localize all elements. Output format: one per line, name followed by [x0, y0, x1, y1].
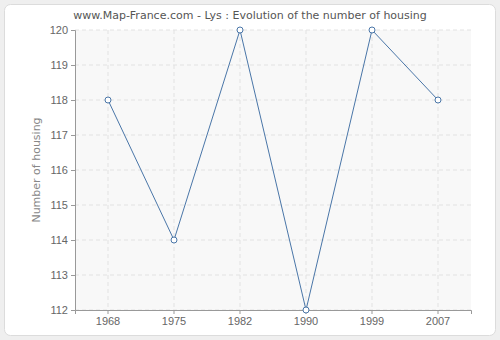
- tick-mark: [108, 310, 109, 314]
- marker: [105, 97, 111, 103]
- tick-label: 1990: [294, 315, 318, 327]
- tick-mark: [71, 240, 75, 241]
- grid-line: [372, 30, 373, 310]
- grid-line: [438, 30, 439, 310]
- y-tick: 117: [50, 129, 75, 141]
- tick-label: 1982: [228, 315, 252, 327]
- tick-label: 2007: [426, 315, 450, 327]
- y-tick: 114: [50, 234, 75, 246]
- y-tick: 119: [50, 59, 75, 71]
- y-tick: 115: [50, 199, 75, 211]
- marker: [171, 237, 177, 243]
- x-tick: 1975: [162, 310, 186, 327]
- tick-label: 114: [50, 234, 68, 246]
- grid-line: [174, 30, 175, 310]
- y-tick: 120: [50, 24, 75, 36]
- tick-mark: [240, 310, 241, 314]
- marker: [237, 27, 243, 33]
- grid-line: [75, 30, 471, 31]
- tick-mark: [71, 170, 75, 171]
- tick-label: 113: [50, 269, 68, 281]
- y-tick: 113: [50, 269, 75, 281]
- marker: [435, 97, 441, 103]
- x-tick: 1968: [96, 310, 120, 327]
- x-tick: 1999: [360, 310, 384, 327]
- tick-mark: [71, 135, 75, 136]
- y-tick: 112: [50, 304, 75, 316]
- tick-label: 1999: [360, 315, 384, 327]
- axis-line: [71, 31, 76, 311]
- tick-label: 119: [50, 59, 68, 71]
- tick-label: 115: [50, 199, 68, 211]
- tick-mark: [71, 30, 75, 31]
- grid-line: [240, 30, 241, 310]
- marker: [369, 27, 375, 33]
- grid-line: [75, 100, 471, 101]
- tick-label: 1968: [96, 315, 120, 327]
- grid: [75, 30, 471, 310]
- x-axis: 1968 1975 1982 1990 1999 2007: [76, 310, 472, 327]
- tick-label: 112: [50, 304, 68, 316]
- grid-line: [75, 205, 471, 206]
- tick-mark: [71, 100, 75, 101]
- tick-mark: [71, 65, 75, 66]
- tick-label: 120: [50, 24, 68, 36]
- grid-line: [108, 30, 109, 310]
- tick-mark: [372, 310, 373, 314]
- grid-line: [75, 240, 471, 241]
- panel: [5, 5, 496, 336]
- grid-line: [75, 65, 471, 66]
- series: [105, 27, 441, 313]
- marker: [303, 307, 309, 313]
- y-axis: 112 113 114 115 116 117 118 119 120: [50, 24, 76, 316]
- grid-line: [75, 275, 471, 276]
- tick-label: 118: [50, 94, 68, 106]
- y-axis-title: Number of housing: [30, 117, 43, 222]
- tick-mark: [174, 310, 175, 314]
- tick-label: 117: [50, 129, 68, 141]
- plot: 1121131141151161171181191201968197519821…: [50, 24, 472, 327]
- grid-line: [306, 30, 307, 310]
- axis-line: [76, 311, 472, 315]
- tick-mark: [71, 310, 75, 311]
- tick-mark: [71, 205, 75, 206]
- x-tick: 1982: [228, 310, 252, 327]
- line: [108, 30, 438, 310]
- y-tick: 118: [50, 94, 75, 106]
- tick-label: 116: [50, 164, 68, 176]
- plot-background: [75, 30, 471, 310]
- x-tick: 2007: [426, 310, 450, 327]
- chart: 1121131141151161171181191201968197519821…: [0, 0, 500, 340]
- tick-mark: [438, 310, 439, 314]
- tick-label: 1975: [162, 315, 186, 327]
- title: www.Map-France.com - Lys : Evolution of …: [73, 9, 427, 22]
- y-tick: 116: [50, 164, 75, 176]
- tick-mark: [71, 275, 75, 276]
- grid-line: [75, 135, 471, 136]
